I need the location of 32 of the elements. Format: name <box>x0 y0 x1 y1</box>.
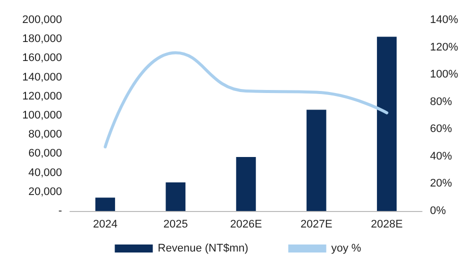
bar <box>95 198 116 211</box>
y-tick-label: 60,000 <box>28 148 62 160</box>
y2-tick-label: 0% <box>430 205 446 217</box>
y2-tick-label: 60% <box>430 123 452 136</box>
y-tick-label: 80,000 <box>28 128 62 141</box>
y-tick-label: 160,000 <box>22 52 62 64</box>
x-tick-label: 2027E <box>300 218 332 230</box>
line-series <box>104 51 388 148</box>
legend-label: Revenue (NT$mn) <box>158 242 248 254</box>
y-tick-label: - <box>58 205 62 217</box>
y-tick-label: 200,000 <box>22 14 62 26</box>
y2-tick-label: 40% <box>430 150 452 162</box>
x-tick-label: 2026E <box>230 218 262 230</box>
bar <box>166 182 186 211</box>
y2-tick-label: 20% <box>430 178 452 190</box>
x-tick-label: 2024 <box>92 218 118 230</box>
y-tick-label: 180,000 <box>22 33 62 46</box>
y2-tick-label: 80% <box>430 96 452 108</box>
y-tick-label: 100,000 <box>22 110 62 122</box>
y2-tick-label: 100% <box>430 68 458 81</box>
bar <box>236 157 256 211</box>
y-tick-label: 120,000 <box>22 90 62 102</box>
y-tick-label: 140,000 <box>22 71 62 84</box>
bar <box>306 110 326 211</box>
y2-tick-label: 140% <box>430 14 458 26</box>
x-tick-label: 2028E <box>370 218 403 230</box>
legend-label: yoy % <box>331 242 362 254</box>
y-tick-label: 20,000 <box>28 186 62 198</box>
x-tick-label: 2025 <box>163 218 188 230</box>
y-tick-label: 40,000 <box>28 166 62 179</box>
bar <box>376 36 397 211</box>
y2-tick-label: 120% <box>430 41 458 54</box>
